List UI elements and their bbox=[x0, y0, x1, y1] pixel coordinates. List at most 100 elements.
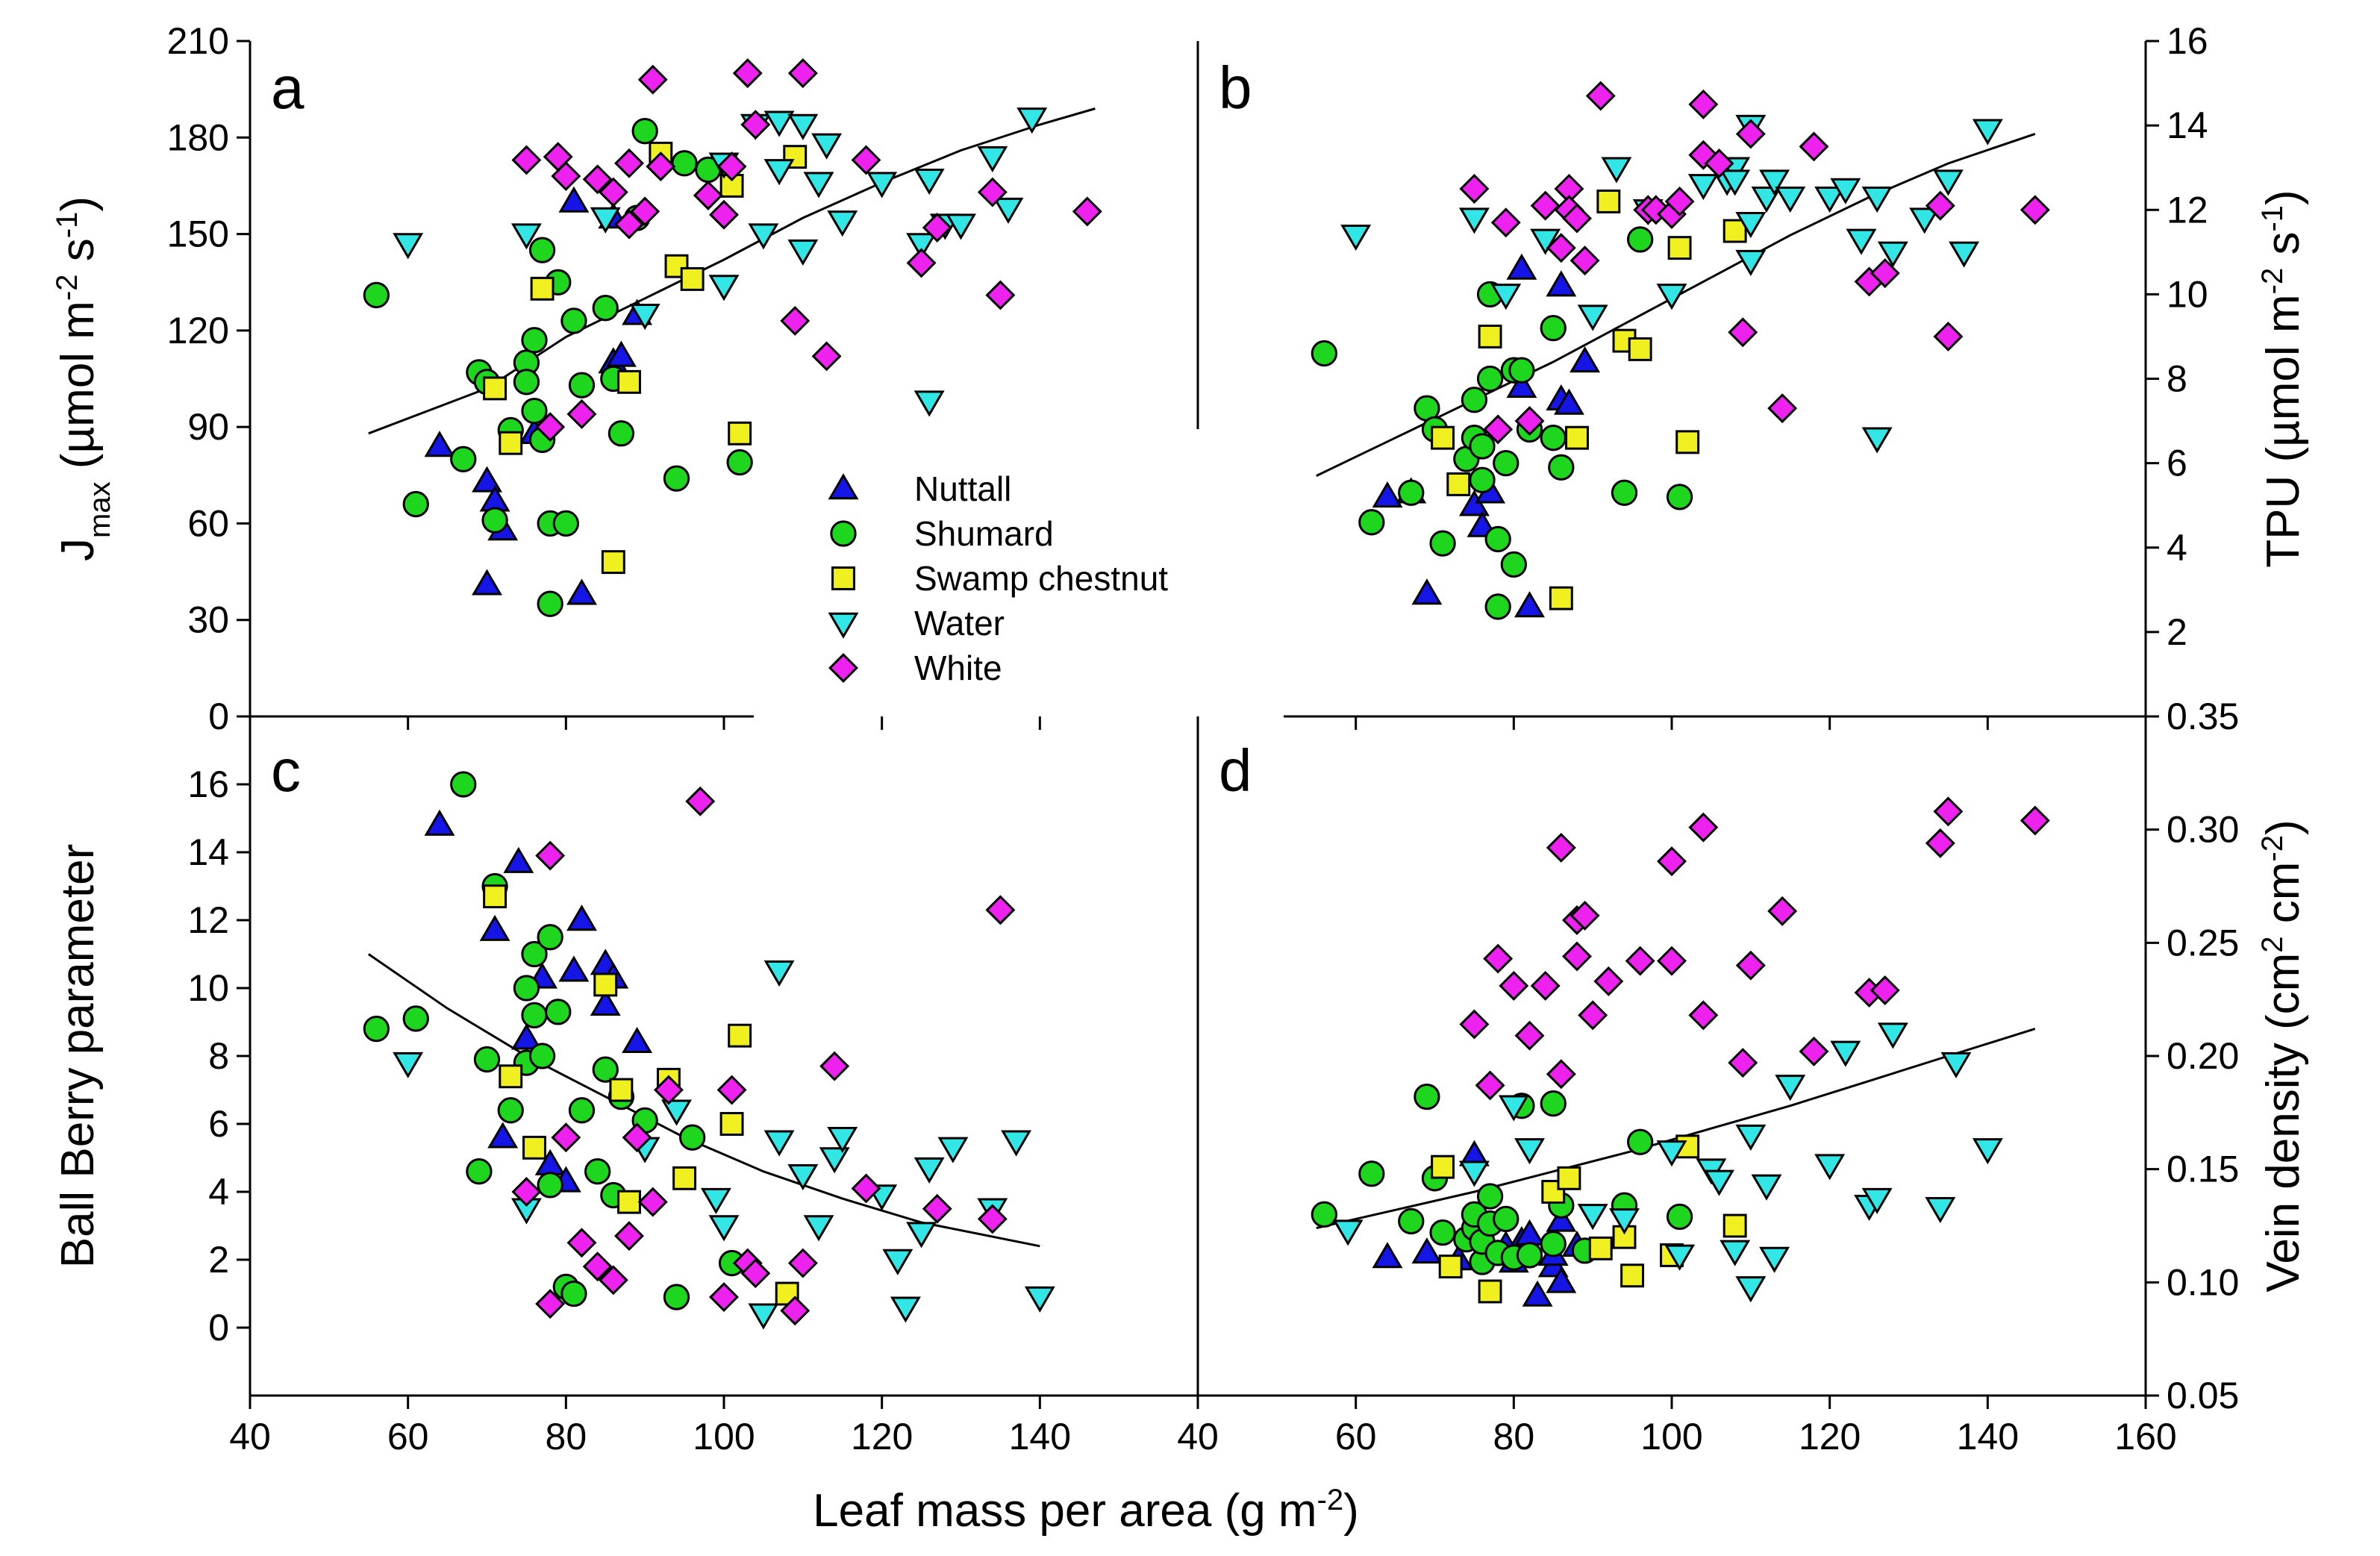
panel-d: 0.05 0.10 0.15 0.20 0.25 0.30 0.35 40 60 80 100 120… bbox=[1177, 696, 2309, 1457]
point-shumard bbox=[363, 281, 390, 309]
point-white bbox=[535, 1289, 566, 1319]
y-tick-label: 180 bbox=[167, 116, 229, 158]
y-tick-label: 10 bbox=[2167, 273, 2208, 315]
point-white bbox=[787, 1248, 818, 1278]
y-tick-label: 12 bbox=[187, 899, 229, 941]
point-white bbox=[732, 58, 763, 89]
point-water bbox=[1830, 1040, 1861, 1067]
point-shumard bbox=[568, 1097, 596, 1124]
label-text: Leaf mass per area (g m bbox=[813, 1485, 1317, 1537]
point-water bbox=[1759, 1246, 1790, 1273]
point-white bbox=[1546, 233, 1576, 263]
point-nuttall bbox=[1514, 591, 1545, 618]
point-white bbox=[1562, 203, 1592, 234]
x-tick-label: 120 bbox=[851, 1416, 913, 1457]
point-nuttall bbox=[622, 1026, 653, 1054]
series-water bbox=[1332, 1022, 2003, 1303]
legend-marker-white bbox=[828, 653, 858, 683]
point-water bbox=[1490, 284, 1522, 310]
point-water bbox=[882, 1249, 913, 1275]
point-water bbox=[1498, 1095, 1529, 1122]
series-water bbox=[1340, 114, 2003, 454]
point-nuttall bbox=[1506, 253, 1537, 280]
point-water bbox=[629, 304, 660, 331]
point-shumard bbox=[1666, 484, 1693, 510]
point-shumard bbox=[1311, 340, 1337, 367]
point-water bbox=[803, 1215, 834, 1242]
point-white bbox=[780, 305, 810, 336]
point-white bbox=[1514, 406, 1545, 437]
point-swamp-chestnut bbox=[728, 1023, 752, 1048]
point-nuttall bbox=[1506, 371, 1537, 399]
point-white bbox=[630, 196, 660, 227]
point-water bbox=[1925, 1196, 1956, 1224]
point-swamp-chestnut bbox=[499, 1064, 523, 1089]
point-swamp-chestnut bbox=[593, 972, 618, 997]
point-shumard bbox=[481, 507, 508, 534]
series-swamp-chestnut bbox=[1431, 189, 1747, 610]
x-tick-label: 100 bbox=[1640, 1416, 1702, 1457]
panel-letter-b: b bbox=[1219, 54, 1252, 121]
point-white bbox=[1767, 896, 1798, 926]
point-shumard bbox=[608, 420, 635, 447]
y-tick-label: 0.20 bbox=[2167, 1035, 2239, 1077]
point-shumard bbox=[1493, 1205, 1519, 1233]
point-shumard bbox=[363, 1015, 390, 1043]
point-water bbox=[708, 1215, 740, 1242]
point-white bbox=[1933, 796, 1964, 827]
legend-label-nuttall: Nuttall bbox=[914, 469, 1011, 508]
point-shumard bbox=[513, 975, 540, 1002]
x-tick-label: 120 bbox=[1799, 1416, 1861, 1457]
point-white bbox=[1688, 812, 1719, 843]
point-white bbox=[709, 1282, 739, 1313]
panel-letter-c: c bbox=[271, 737, 301, 804]
point-shumard bbox=[1469, 466, 1496, 493]
y-tick-label: 16 bbox=[187, 763, 229, 805]
point-swamp-chestnut bbox=[775, 1281, 799, 1306]
point-water bbox=[913, 169, 945, 196]
point-nuttall bbox=[1458, 490, 1490, 516]
point-nuttall bbox=[479, 914, 510, 941]
point-water bbox=[1972, 119, 2003, 146]
point-shumard bbox=[402, 1005, 429, 1032]
series-water bbox=[393, 107, 1048, 417]
point-nuttall bbox=[1546, 270, 1577, 297]
y-tick-label: 120 bbox=[167, 310, 229, 351]
point-white bbox=[740, 1258, 771, 1289]
point-water bbox=[1001, 1130, 1032, 1157]
subscript: max bbox=[84, 481, 116, 538]
point-shumard bbox=[568, 372, 596, 399]
point-water bbox=[1861, 427, 1893, 454]
point-white bbox=[614, 209, 644, 240]
y-tick-label: 6 bbox=[208, 1103, 229, 1145]
label-text: ) bbox=[2258, 819, 2309, 835]
panel-letter-a: a bbox=[271, 54, 304, 121]
point-white bbox=[535, 412, 566, 443]
point-shumard bbox=[584, 1158, 611, 1185]
point-white bbox=[1546, 832, 1576, 863]
series-swamp-chestnut bbox=[483, 141, 808, 575]
point-water bbox=[1949, 241, 1980, 268]
point-water bbox=[1759, 169, 1790, 196]
point-white bbox=[851, 145, 881, 175]
x-tick-label: 60 bbox=[387, 1416, 429, 1457]
point-water bbox=[906, 1222, 937, 1249]
point-white bbox=[551, 1122, 581, 1153]
point-white bbox=[582, 1252, 613, 1282]
point-water bbox=[1751, 1174, 1782, 1201]
point-shumard bbox=[1484, 593, 1511, 620]
superscript: -1 bbox=[2256, 205, 2289, 232]
point-white bbox=[1728, 317, 1758, 348]
point-water bbox=[1861, 187, 1893, 213]
point-shumard bbox=[560, 307, 587, 334]
point-water bbox=[1720, 1240, 1751, 1266]
point-nuttall bbox=[472, 569, 502, 596]
point-water bbox=[1972, 1138, 2003, 1165]
point-nuttall bbox=[566, 904, 597, 931]
point-white bbox=[709, 199, 739, 230]
label-text: ) bbox=[52, 196, 104, 212]
point-white bbox=[1925, 828, 1955, 858]
point-white bbox=[1767, 393, 1798, 424]
point-water bbox=[1877, 241, 1908, 268]
